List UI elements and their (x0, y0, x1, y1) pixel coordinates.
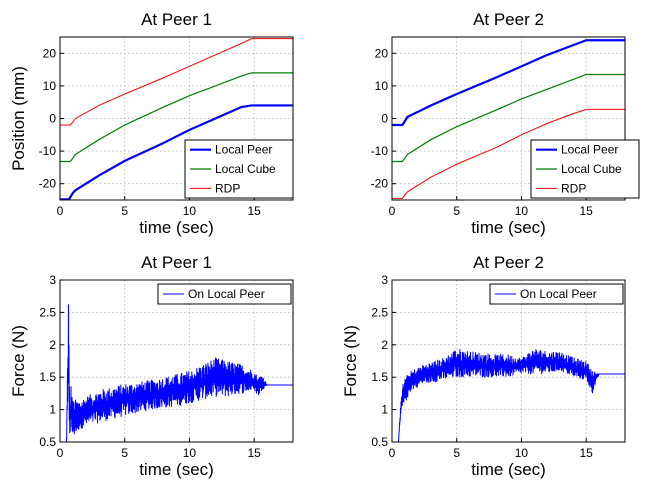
x-tick-label: 10 (183, 446, 197, 460)
x-tick-label: 5 (453, 446, 460, 460)
y-tick-label: 1 (381, 403, 388, 417)
legend-label: Local Peer (215, 143, 272, 157)
chart-panel-2: 0 5 10 15 -20 -10 0 10 20 At Peer 2 time (sec) Loca… (371, 10, 640, 237)
chart-panel-4: 0 5 10 15 0.5 1 1.5 2 2.5 3 At Peer 2 time (sec) For… (341, 253, 626, 479)
y-tick-label: 2 (49, 338, 56, 352)
y-tick-label: 1.5 (371, 370, 388, 384)
x-tick-label: 10 (515, 446, 529, 460)
x-axis-label: time (sec) (471, 218, 546, 237)
x-tick-label: 0 (389, 204, 396, 218)
chart-panel-1: 0 5 10 15 -20 -10 0 10 20 At Peer 1 time (sec) Posi… (9, 10, 294, 237)
axis-frame (59, 279, 294, 443)
axis-frame (391, 36, 626, 201)
y-tick-label: 0 (381, 112, 388, 126)
x-tick-label: 5 (121, 204, 128, 218)
chart-title: At Peer 2 (473, 10, 544, 29)
series-line-local-cube (392, 73, 625, 163)
series-line-local-peer (392, 39, 625, 127)
series-group (65, 304, 293, 442)
x-tick-label: 15 (247, 446, 261, 460)
series-group (392, 39, 625, 199)
y-tick-label: 20 (43, 46, 57, 60)
legend: Local Peer Local Cube RDP (184, 139, 294, 199)
chart-title: At Peer 1 (141, 10, 212, 29)
y-tick-label: 2 (381, 338, 388, 352)
y-tick-label: 2.5 (371, 305, 388, 319)
axis-frame (59, 36, 294, 201)
x-tick-label: 0 (389, 446, 396, 460)
legend-label: Local Cube (561, 162, 622, 176)
y-tick-label: -10 (39, 144, 57, 158)
legend-label: On Local Peer (188, 287, 265, 301)
legend-label: On Local Peer (520, 287, 597, 301)
x-tick-label: 10 (183, 204, 197, 218)
series-line-on-local-peer (65, 304, 293, 442)
x-tick-label: 15 (247, 204, 261, 218)
chart-title: At Peer 1 (141, 253, 212, 272)
y-axis-label: Force (N) (341, 325, 360, 397)
legend: On Local Peer (157, 283, 292, 305)
y-tick-label: 10 (43, 79, 57, 93)
legend-label: Local Peer (561, 143, 618, 157)
x-tick-label: 15 (579, 204, 593, 218)
y-tick-label: 10 (375, 79, 389, 93)
x-tick-label: 5 (121, 446, 128, 460)
y-tick-label: 1.5 (39, 370, 56, 384)
x-tick-label: 15 (579, 446, 593, 460)
x-axis-label: time (sec) (139, 460, 214, 479)
legend: Local Peer Local Cube RDP (530, 139, 640, 199)
series-group (60, 38, 293, 200)
series-line-local-cube (60, 72, 293, 163)
series-line-rdp (392, 108, 625, 199)
y-tick-label: 0.5 (371, 435, 388, 449)
legend-box (157, 283, 292, 305)
x-tick-label: 10 (515, 204, 529, 218)
x-axis-label: time (sec) (471, 460, 546, 479)
legend: On Local Peer (489, 283, 624, 305)
series-line-local-peer (60, 104, 293, 200)
y-tick-label: 3 (49, 273, 56, 287)
y-tick-label: 2.5 (39, 305, 56, 319)
y-axis-label: Position (mm) (9, 66, 28, 171)
y-tick-label: 0 (49, 112, 56, 126)
legend-box (489, 283, 624, 305)
y-tick-label: -10 (371, 144, 389, 158)
y-tick-label: 20 (375, 46, 389, 60)
series-line-on-local-peer (397, 348, 625, 442)
y-axis-label: Force (N) (9, 325, 28, 397)
y-tick-label: -20 (39, 177, 57, 191)
chart-panel-3: 0 5 10 15 0.5 1 1.5 2 2.5 3 At Peer 1 time (sec) For… (9, 253, 294, 479)
x-tick-label: 0 (57, 204, 64, 218)
y-tick-label: 3 (381, 273, 388, 287)
y-tick-label: 0.5 (39, 435, 56, 449)
series-group (397, 348, 625, 442)
axis-frame (391, 279, 626, 443)
y-tick-label: 1 (49, 403, 56, 417)
x-tick-label: 5 (453, 204, 460, 218)
x-tick-label: 0 (57, 446, 64, 460)
y-tick-label: -20 (371, 177, 389, 191)
legend-label: RDP (561, 181, 586, 195)
chart-title: At Peer 2 (473, 253, 544, 272)
legend-label: Local Cube (215, 162, 276, 176)
x-axis-label: time (sec) (139, 218, 214, 237)
legend-label: RDP (215, 181, 240, 195)
series-line-rdp (60, 38, 293, 126)
